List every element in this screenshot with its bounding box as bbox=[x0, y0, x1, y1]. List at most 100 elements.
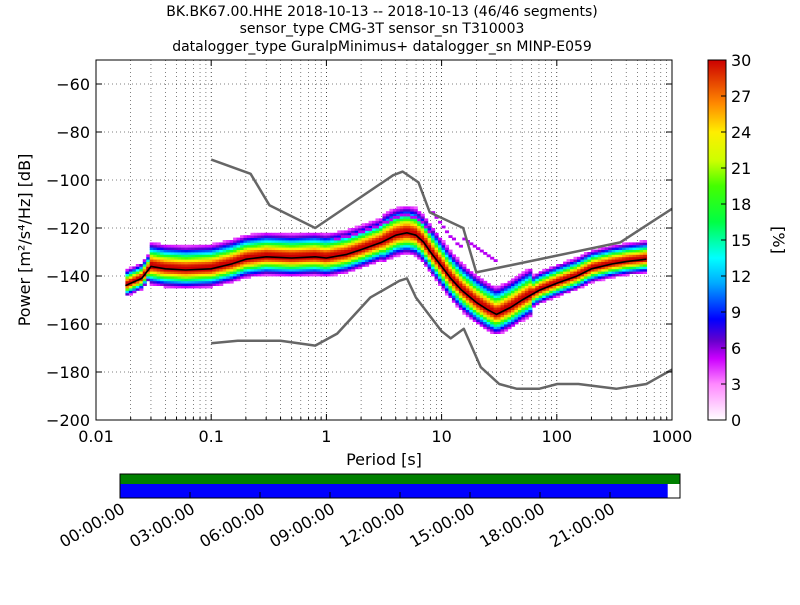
heatmap-cell bbox=[465, 288, 470, 291]
heatmap-cell bbox=[319, 249, 325, 253]
heatmap-cell bbox=[156, 276, 161, 279]
heatmap-cell bbox=[285, 266, 290, 270]
heatmap-cell bbox=[187, 266, 193, 270]
heatmap-cell bbox=[570, 266, 575, 270]
heatmap-cell bbox=[472, 288, 477, 291]
heatmap-cell bbox=[125, 290, 130, 294]
heatmap-cell bbox=[215, 249, 220, 253]
heatmap-cell bbox=[465, 268, 470, 272]
heatmap-cell bbox=[417, 244, 422, 248]
heatmap-cell bbox=[392, 249, 397, 253]
heatmap-cell bbox=[403, 228, 408, 231]
heatmap-cell bbox=[486, 319, 491, 322]
heatmap-cell bbox=[465, 273, 470, 277]
heatmap-cell bbox=[580, 256, 585, 260]
x-tick-label: 10 bbox=[431, 427, 451, 446]
heatmap-cell bbox=[510, 302, 516, 306]
heatmap-cell bbox=[174, 273, 179, 277]
heatmap-cell bbox=[226, 278, 231, 282]
heatmap-cell bbox=[299, 259, 304, 262]
heatmap-cell bbox=[274, 266, 279, 270]
heatmap-cell bbox=[476, 280, 481, 284]
heatmap-cell bbox=[260, 232, 265, 236]
heatmap-cell bbox=[337, 268, 342, 272]
heatmap-cell bbox=[462, 288, 467, 291]
heatmap-cell bbox=[194, 285, 199, 289]
heatmap-cell bbox=[302, 237, 307, 241]
heatmap-cell bbox=[517, 307, 522, 310]
heatmap-cell bbox=[535, 276, 540, 279]
heatmap-cell bbox=[163, 244, 168, 248]
heatmap-cell bbox=[500, 321, 505, 325]
heatmap-cell bbox=[486, 295, 491, 298]
heatmap-cell bbox=[319, 235, 325, 238]
heatmap-cell bbox=[472, 278, 477, 282]
heatmap-cell bbox=[413, 232, 418, 236]
heatmap-cell bbox=[410, 237, 415, 241]
heatmap-cell bbox=[417, 242, 422, 246]
heatmap-cell bbox=[597, 252, 602, 255]
heatmap-cell bbox=[431, 232, 436, 236]
heatmap-cell bbox=[191, 273, 196, 277]
heatmap-cell bbox=[441, 225, 446, 229]
heatmap-cell bbox=[493, 326, 498, 330]
heatmap-cell bbox=[288, 242, 293, 246]
heatmap-cell bbox=[208, 268, 213, 272]
heatmap-cell bbox=[312, 261, 318, 265]
heatmap-cell bbox=[240, 276, 245, 279]
heatmap-cell bbox=[260, 235, 265, 238]
heatmap-cell bbox=[622, 268, 627, 272]
heatmap-cell bbox=[490, 312, 495, 315]
heatmap-cell bbox=[476, 316, 481, 320]
heatmap-cell bbox=[201, 271, 206, 274]
heatmap-cell bbox=[517, 316, 522, 320]
heatmap-cell bbox=[201, 266, 206, 270]
heatmap-cell bbox=[497, 290, 502, 294]
heatmap-cell bbox=[281, 273, 286, 277]
heatmap-cell bbox=[180, 254, 186, 258]
heatmap-cell bbox=[514, 297, 519, 301]
heatmap-cell bbox=[504, 290, 509, 294]
heatmap-cell bbox=[399, 249, 404, 253]
heatmap-cell bbox=[441, 256, 446, 260]
heatmap-cell bbox=[576, 276, 582, 279]
heatmap-cell bbox=[427, 266, 432, 270]
heatmap-cell bbox=[222, 256, 227, 260]
heatmap-cell bbox=[212, 252, 217, 255]
heatmap-cell bbox=[229, 266, 234, 270]
heatmap-cell bbox=[330, 249, 335, 253]
heatmap-cell bbox=[396, 220, 401, 224]
heatmap-cell bbox=[465, 312, 470, 315]
heatmap-cell bbox=[444, 264, 450, 267]
heatmap-cell bbox=[403, 247, 408, 250]
heatmap-cell bbox=[559, 285, 564, 289]
heatmap-cell bbox=[215, 264, 220, 267]
heatmap-cell bbox=[629, 266, 634, 270]
heatmap-cell bbox=[538, 285, 543, 289]
heatmap-cell bbox=[524, 271, 529, 274]
heatmap-cell bbox=[156, 268, 161, 272]
heatmap-cell bbox=[337, 237, 342, 241]
heatmap-cell bbox=[392, 220, 397, 224]
heatmap-cell bbox=[229, 247, 234, 250]
heatmap-cell bbox=[194, 278, 199, 282]
heatmap-cell bbox=[611, 264, 616, 267]
heatmap-cell bbox=[611, 266, 616, 270]
heatmap-cell bbox=[306, 237, 311, 241]
heatmap-cell bbox=[597, 256, 602, 260]
heatmap-cell bbox=[160, 264, 165, 267]
heatmap-cell bbox=[246, 266, 252, 270]
heatmap-cell bbox=[521, 273, 526, 277]
heatmap-cell bbox=[340, 268, 345, 272]
heatmap-cell bbox=[139, 283, 144, 286]
heatmap-cell bbox=[174, 249, 179, 253]
heatmap-cell bbox=[500, 314, 505, 318]
heatmap-cell bbox=[226, 268, 231, 272]
heatmap-cell bbox=[611, 252, 616, 255]
heatmap-cell bbox=[434, 276, 439, 279]
heatmap-cell bbox=[201, 280, 206, 284]
heatmap-cell bbox=[580, 264, 585, 267]
heatmap-cell bbox=[389, 230, 394, 234]
heatmap-cell bbox=[160, 249, 165, 253]
heatmap-cell bbox=[399, 242, 404, 246]
